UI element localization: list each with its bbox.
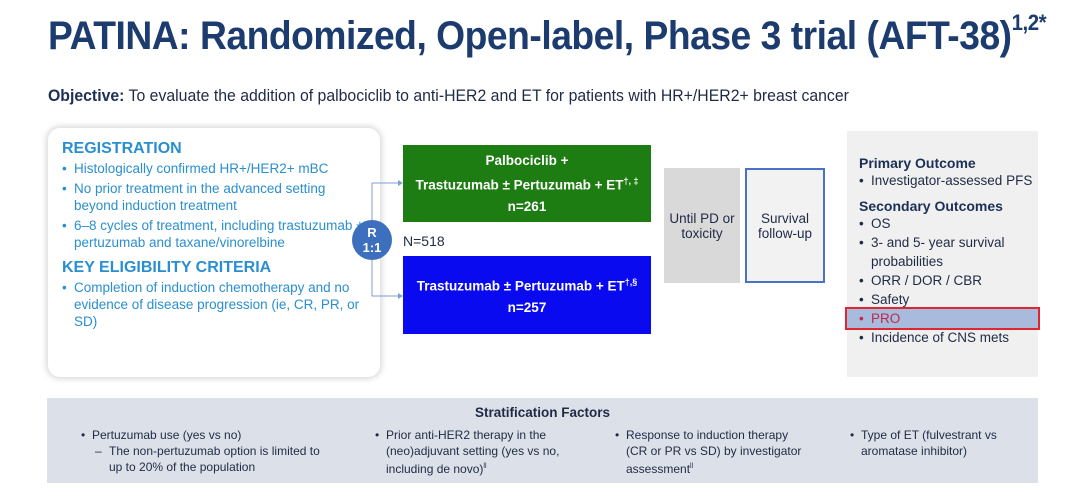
total-n: N=518	[403, 233, 445, 249]
stratification-panel: Stratification Factors Pertuzumab use (y…	[47, 398, 1038, 483]
factor-text: Prior anti-HER2 therapy in the (neo)adju…	[386, 428, 560, 476]
factor-text: Pertuzumab use (yes vs no)	[81, 427, 331, 443]
highlighted-list-item: PRO	[845, 307, 1040, 330]
factor-text: Type of ET (fulvestrant vs aromatase inh…	[850, 427, 1025, 459]
arm-footnote: †,§	[624, 277, 638, 288]
randomization-ratio: 1:1	[362, 240, 382, 255]
registration-heading: REGISTRATION	[62, 140, 182, 157]
stratification-factor: Type of ET (fulvestrant vs aromatase inh…	[850, 427, 1025, 459]
arm-footnote: †, ‡	[623, 176, 639, 187]
objective-text: To evaluate the addition of palbociclib …	[128, 86, 849, 105]
eligibility-heading: KEY ELIGIBILITY CRITERIA	[62, 259, 272, 276]
arm-palbociclib: Palbociclib + Trastuzumab ± Pertuzumab +…	[403, 145, 651, 222]
list-item: Investigator-assessed PFS	[847, 171, 1038, 190]
arm-control: Trastuzumab ± Pertuzumab + ET†,§ n=257	[403, 256, 651, 334]
page-title: PATINA: Randomized, Open-label, Phase 3 …	[48, 10, 1047, 59]
list-item: 6–8 cycles of treatment, including trast…	[62, 217, 366, 251]
list-item: Safety	[847, 290, 1038, 309]
list-item: No prior treatment in the advanced setti…	[62, 180, 366, 214]
stratification-factor: Pertuzumab use (yes vs no) The non-pertu…	[81, 427, 331, 475]
list-item: OS	[847, 214, 1038, 233]
arm-line2: Trastuzumab ± Pertuzumab + ET	[416, 278, 625, 294]
arm-line2: Trastuzumab ± Pertuzumab + ET	[415, 177, 624, 193]
objective: Objective: To evaluate the addition of p…	[48, 86, 849, 106]
randomization-circle: R 1:1	[352, 220, 392, 260]
list-item: ORR / DOR / CBR	[847, 271, 1038, 290]
list-item: Histologically confirmed HR+/HER2+ mBC	[62, 160, 366, 177]
until-text: Until PD or toxicity	[669, 210, 735, 241]
stratification-factor: Response to induction therapy (CR or PR …	[615, 427, 805, 477]
list-item: Completion of induction chemotherapy and…	[62, 279, 366, 330]
registration-card: REGISTRATION Histologically confirmed HR…	[48, 128, 380, 377]
stratification-heading: Stratification Factors	[474, 405, 611, 420]
survival-followup-box: Survival follow-up	[745, 168, 825, 283]
primary-outcome-heading: Primary Outcome	[859, 155, 976, 171]
factor-footnote: ll	[690, 463, 694, 470]
outcomes-panel: Primary Outcome Investigator-assessed PF…	[845, 131, 1040, 377]
factor-subtext: The non-pertuzumab option is limited to …	[81, 443, 331, 475]
until-pd-box: Until PD or toxicity	[664, 168, 740, 283]
list-item: Incidence of CNS mets	[847, 328, 1038, 347]
randomization-r: R	[367, 225, 377, 240]
arm-line1: Palbociclib +	[485, 153, 569, 169]
factor-text: Response to induction therapy (CR or PR …	[626, 428, 802, 476]
objective-label: Objective:	[48, 86, 125, 105]
factor-footnote: ll	[483, 463, 487, 470]
survival-text: Survival follow-up	[757, 210, 813, 241]
arm-n: n=257	[507, 299, 547, 315]
list-item: 3- and 5- year survival probabilities	[847, 233, 1038, 271]
arm-n: n=261	[507, 198, 547, 214]
secondary-outcome-heading: Secondary Outcomes	[859, 198, 1003, 214]
title-text: PATINA: Randomized, Open-label, Phase 3 …	[48, 14, 1012, 58]
title-superscript: 1,2*	[1011, 10, 1047, 35]
stratification-factor: Prior anti-HER2 therapy in the (neo)adju…	[375, 427, 575, 477]
